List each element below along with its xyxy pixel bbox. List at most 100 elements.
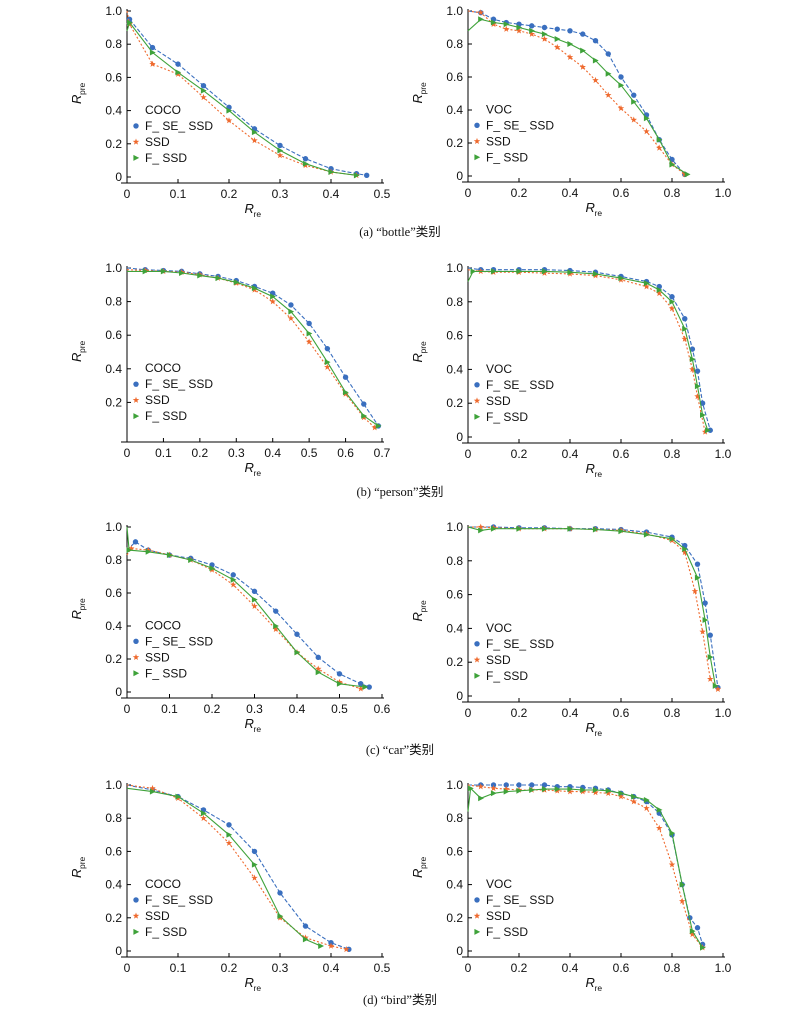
y-tick-label: 1.0 [105, 778, 122, 792]
data-point [230, 576, 237, 583]
data-point [145, 546, 152, 553]
legend: VOC F_ SE_ SSD SSD F_ SSD [473, 877, 554, 939]
data-point [631, 92, 637, 98]
legend-marker [473, 397, 481, 404]
series-line [126, 541, 370, 688]
y-tick-label: 1.0 [105, 261, 122, 275]
legend-marker [473, 137, 481, 145]
data-point [700, 412, 706, 419]
data-point [656, 286, 663, 293]
x-tick-label: 0.6 [613, 961, 630, 975]
data-point [200, 87, 207, 94]
data-point [668, 305, 676, 312]
data-point [128, 545, 135, 552]
data-point [200, 810, 207, 817]
x-tick-label: 0.5 [374, 187, 391, 201]
data-point [656, 806, 663, 813]
data-point [643, 128, 650, 135]
y-tick-label: 0.4 [105, 878, 122, 892]
data-point [273, 623, 279, 629]
x-tick-label: 0 [465, 706, 472, 720]
legend-entry: F_ SSD [145, 666, 187, 680]
data-point [643, 280, 650, 287]
data-point [681, 548, 688, 556]
data-point [490, 784, 497, 792]
legend: COCO F_ SE_ SSD SSD F_ SSD [132, 361, 213, 423]
legend-marker [133, 897, 139, 903]
data-point [302, 923, 309, 929]
x-tick-label: 0.4 [323, 187, 340, 201]
data-point [617, 104, 625, 112]
data-point [503, 785, 510, 792]
chart-person-coco: 0.2 0.4 0.6 0.8 1.0 0 0.1 0.2 0.3 0.4 0.5 0.6 0.7 R re… [69, 261, 391, 478]
data-point [145, 548, 152, 555]
data-point [361, 412, 367, 419]
x-axis-label-sub: re [254, 983, 262, 993]
legend-marker [133, 670, 140, 677]
series-f-ssd [467, 525, 719, 689]
legend-marker [473, 656, 481, 663]
data-point [149, 44, 156, 51]
data-point [179, 270, 185, 277]
y-tick-label: 0.8 [105, 553, 122, 567]
y-tick-label: 0.6 [105, 328, 122, 342]
y-tick-label: 0.4 [446, 103, 463, 117]
data-point [592, 789, 599, 796]
legend-entry: F_ SE_ SSD [145, 634, 213, 648]
legend-entry: SSD [145, 650, 170, 664]
data-point [689, 346, 696, 352]
data-point [277, 147, 284, 154]
data-point [689, 356, 696, 363]
data-point [470, 268, 477, 275]
data-point [288, 308, 295, 315]
legend-title: COCO [145, 361, 181, 375]
legend-entry: F_ SE_ SSD [486, 118, 554, 132]
data-point [358, 681, 364, 687]
x-axis-label: R [245, 716, 254, 731]
data-point [215, 275, 222, 282]
x-tick-label: 1.0 [715, 706, 732, 720]
data-point [656, 289, 663, 297]
data-point [691, 587, 699, 594]
caption-bottle: (a) “bottle”类别 [359, 225, 441, 239]
legend-title: COCO [145, 877, 181, 891]
x-axis-label: R [245, 201, 254, 216]
y-axis-label-sub: pre [418, 341, 428, 354]
data-point [567, 786, 574, 793]
y-axis-label-sub: pre [418, 856, 428, 869]
legend-entry: F_ SSD [145, 151, 187, 165]
legend-entry: F_ SSD [145, 925, 187, 939]
data-point [541, 35, 548, 42]
data-point [503, 788, 510, 795]
data-point [287, 315, 295, 322]
legend-marker [474, 154, 481, 161]
y-tick-label: 0 [115, 170, 122, 184]
legend-entry: F_ SE_ SSD [145, 119, 213, 133]
data-point [467, 785, 474, 792]
data-point [541, 525, 548, 532]
data-point [605, 70, 612, 77]
data-point [273, 608, 279, 614]
y-axis-label: R [410, 94, 425, 103]
data-point [302, 936, 309, 943]
x-axis-label-sub: re [595, 983, 603, 993]
legend-marker [474, 672, 481, 679]
y-tick-label: 1.0 [105, 520, 122, 534]
data-point [592, 786, 599, 793]
data-point [251, 596, 258, 603]
data-point [630, 798, 637, 805]
data-point [694, 383, 701, 390]
data-point [516, 782, 522, 788]
x-tick-label: 0.3 [272, 961, 289, 975]
data-point [705, 427, 711, 434]
caption-person: (b) “person”类别 [356, 485, 444, 499]
data-point [684, 171, 691, 178]
data-point [541, 24, 548, 31]
data-point [643, 804, 650, 811]
data-point [631, 793, 637, 800]
y-tick-label: 0.2 [446, 396, 463, 410]
y-tick-label: 0.8 [105, 37, 122, 51]
data-point [643, 283, 650, 290]
data-point [668, 861, 676, 868]
x-tick-label: 0.8 [664, 186, 681, 200]
